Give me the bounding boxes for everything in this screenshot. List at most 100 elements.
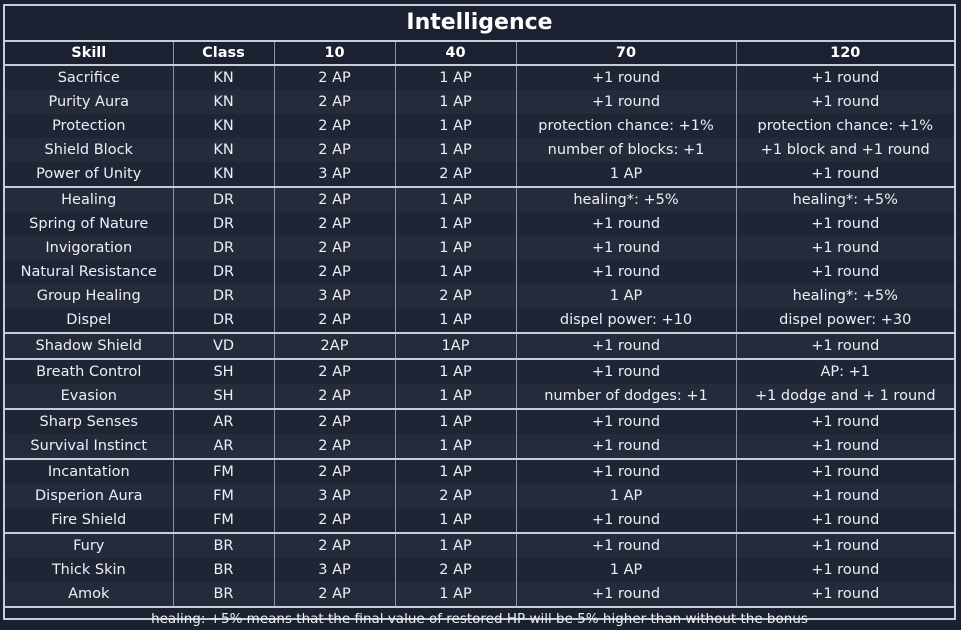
bonus-120-cell: +1 round <box>735 484 954 508</box>
bonus-70-cell: +1 round <box>515 458 736 484</box>
bonus-70-cell: number of blocks: +1 <box>515 138 736 162</box>
ap-40-cell: 2 AP <box>394 484 516 508</box>
bonus-70-cell: +1 round <box>515 332 736 359</box>
bonus-120-cell: +1 round <box>735 558 954 582</box>
ap-10-cell: 2 AP <box>273 260 395 284</box>
ap-40-cell: 1AP <box>394 332 516 359</box>
bonus-70-cell: 1 AP <box>515 558 736 582</box>
ap-10-cell: 2 AP <box>273 186 395 212</box>
ap-10-cell: 3 AP <box>273 162 395 187</box>
bonus-70-cell: 1 AP <box>515 162 736 187</box>
table-row: Natural Resistance DR 2 AP 1 AP +1 round +1 r… <box>5 260 954 284</box>
bonus-70-cell: +1 round <box>515 582 736 606</box>
bonus-120-cell: protection chance: +1% <box>735 114 954 138</box>
table-row: Sharp Senses AR 2 AP 1 AP +1 round +1 round <box>5 408 954 434</box>
table-row: Disperion Aura FM 3 AP 2 AP 1 AP +1 round <box>5 484 954 508</box>
table-row: Evasion SH 2 AP 1 AP number of dodges: +1 +1 … <box>5 384 954 409</box>
ap-10-cell: 3 AP <box>273 284 395 308</box>
ap-40-cell: 1 AP <box>394 212 516 236</box>
bonus-70-cell: dispel power: +10 <box>515 308 736 333</box>
bonus-70-cell: healing*: +5% <box>515 186 736 212</box>
bonus-120-cell: +1 round <box>735 508 954 533</box>
ap-40-cell: 1 AP <box>394 508 516 533</box>
ap-10-cell: 2 AP <box>273 458 395 484</box>
bonus-120-cell: +1 round <box>735 332 954 359</box>
bonus-120-cell: +1 block and +1 round <box>735 138 954 162</box>
skill-cell: Shield Block <box>5 138 173 162</box>
column-header-70: 70 <box>515 42 736 66</box>
ap-40-cell: 1 AP <box>394 114 516 138</box>
table-row: Thick Skin BR 3 AP 2 AP 1 AP +1 round <box>5 558 954 582</box>
ap-10-cell: 2 AP <box>273 508 395 533</box>
skill-cell: Purity Aura <box>5 90 173 114</box>
table-row: Spring of Nature DR 2 AP 1 AP +1 round +1 rou… <box>5 212 954 236</box>
bonus-70-cell: +1 round <box>515 508 736 533</box>
table-row: Group Healing DR 3 AP 2 AP 1 AP healing*: +5% <box>5 284 954 308</box>
bonus-70-cell: +1 round <box>515 236 736 260</box>
skill-cell: Healing <box>5 186 173 212</box>
bonus-70-cell: +1 round <box>515 532 736 558</box>
table-row: Amok BR 2 AP 1 AP +1 round +1 round <box>5 582 954 606</box>
class-cell: KN <box>172 114 274 138</box>
bonus-120-cell: healing*: +5% <box>735 186 954 212</box>
table-row: Shield Block KN 2 AP 1 AP number of blocks: … <box>5 138 954 162</box>
ap-40-cell: 2 AP <box>394 558 516 582</box>
class-cell: DR <box>172 236 274 260</box>
table-row: Purity Aura KN 2 AP 1 AP +1 round +1 round <box>5 90 954 114</box>
skill-cell: Power of Unity <box>5 162 173 187</box>
skill-cell: Amok <box>5 582 173 606</box>
bonus-70-cell: +1 round <box>515 358 736 384</box>
ap-40-cell: 1 AP <box>394 236 516 260</box>
table-row: Fury BR 2 AP 1 AP +1 round +1 round <box>5 532 954 558</box>
class-cell: KN <box>172 138 274 162</box>
ap-40-cell: 1 AP <box>394 358 516 384</box>
bonus-120-cell: +1 round <box>735 532 954 558</box>
class-cell: BR <box>172 532 274 558</box>
bonus-70-cell: 1 AP <box>515 284 736 308</box>
bonus-120-cell: +1 round <box>735 434 954 459</box>
skill-cell: Thick Skin <box>5 558 173 582</box>
skill-cell: Protection <box>5 114 173 138</box>
column-header-skill: Skill <box>5 42 173 66</box>
skill-cell: Group Healing <box>5 284 173 308</box>
bonus-70-cell: number of dodges: +1 <box>515 384 736 409</box>
skill-cell: Disperion Aura <box>5 484 173 508</box>
ap-10-cell: 2 AP <box>273 434 395 459</box>
class-cell: DR <box>172 308 274 333</box>
class-cell: AR <box>172 408 274 434</box>
class-cell: DR <box>172 260 274 284</box>
bonus-120-cell: +1 dodge and + 1 round <box>735 384 954 409</box>
bonus-70-cell: +1 round <box>515 212 736 236</box>
ap-10-cell: 2 AP <box>273 212 395 236</box>
bonus-120-cell: healing*: +5% <box>735 284 954 308</box>
bonus-70-cell: +1 round <box>515 65 736 90</box>
ap-10-cell: 2 AP <box>273 90 395 114</box>
table-row: Healing DR 2 AP 1 AP healing*: +5% healing*: … <box>5 186 954 212</box>
table-row: Fire Shield FM 2 AP 1 AP +1 round +1 round <box>5 508 954 533</box>
ap-10-cell: 2 AP <box>273 358 395 384</box>
bonus-120-cell: +1 round <box>735 260 954 284</box>
ap-40-cell: 1 AP <box>394 408 516 434</box>
ap-10-cell: 3 AP <box>273 484 395 508</box>
bonus-120-cell: +1 round <box>735 65 954 90</box>
skill-cell: Survival Instinct <box>5 434 173 459</box>
class-cell: KN <box>172 162 274 187</box>
skill-cell: Dispel <box>5 308 173 333</box>
skills-table: Skill Class 10 40 70 120 Sacrifice KN 2 AP… <box>5 42 954 606</box>
table-row: Sacrifice KN 2 AP 1 AP +1 round +1 round <box>5 65 954 90</box>
ap-10-cell: 2 AP <box>273 384 395 409</box>
class-cell: SH <box>172 358 274 384</box>
class-cell: KN <box>172 65 274 90</box>
ap-10-cell: 2 AP <box>273 236 395 260</box>
bonus-70-cell: protection chance: +1% <box>515 114 736 138</box>
bonus-70-cell: +1 round <box>515 90 736 114</box>
skill-cell: Sharp Senses <box>5 408 173 434</box>
class-cell: BR <box>172 558 274 582</box>
class-cell: FM <box>172 484 274 508</box>
class-cell: DR <box>172 186 274 212</box>
table-row: Survival Instinct AR 2 AP 1 AP +1 round +1 ro… <box>5 434 954 459</box>
intelligence-table-panel: Intelligence Skill Class 10 40 70 120 Sa… <box>3 4 956 627</box>
class-cell: BR <box>172 582 274 606</box>
ap-10-cell: 2 AP <box>273 65 395 90</box>
skill-cell: Breath Control <box>5 358 173 384</box>
